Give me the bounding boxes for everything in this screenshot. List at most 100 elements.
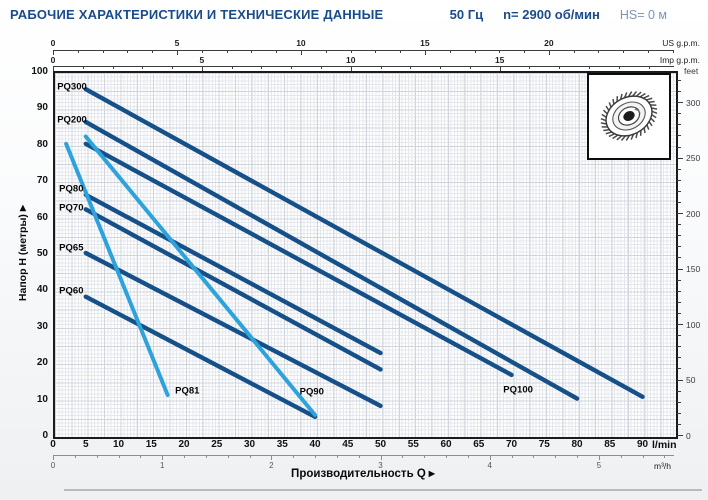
head-m-tick-label: 50 bbox=[36, 248, 48, 259]
feet-minor-tick bbox=[677, 346, 681, 348]
us-gpm-minor-tick bbox=[400, 50, 402, 53]
us-gpm-tick bbox=[424, 50, 426, 55]
lmin-tick-label: 20 bbox=[178, 439, 190, 450]
curve-label-PQ60: PQ60 bbox=[59, 285, 84, 297]
lmin-tick-label: 80 bbox=[571, 439, 583, 450]
feet-minor-tick bbox=[677, 91, 681, 93]
lmin-tick-label: 10 bbox=[112, 439, 125, 450]
m3h-tick bbox=[598, 455, 600, 460]
head-m-tick-label: 40 bbox=[36, 284, 48, 296]
lmin-tick-label: 0 bbox=[50, 439, 56, 450]
imp-gpm-minor-tick bbox=[559, 66, 561, 69]
lmin-tick-label: 60 bbox=[440, 439, 452, 450]
us-gpm-tick-label: 10 bbox=[296, 38, 306, 48]
feet-minor-tick bbox=[677, 146, 681, 148]
feet-minor-tick bbox=[677, 401, 681, 403]
feet-tick bbox=[677, 268, 683, 270]
feet-tick bbox=[677, 324, 683, 326]
impeller-illustration bbox=[587, 73, 671, 160]
feet-tick bbox=[677, 102, 683, 104]
head-m-tick-label: 70 bbox=[36, 175, 48, 187]
imp-gpm-minor-tick bbox=[618, 66, 620, 69]
m3h-tick-label: 0 bbox=[50, 461, 56, 470]
footer-divider bbox=[64, 489, 702, 491]
imp-gpm-tick bbox=[350, 66, 352, 71]
feet-minor-tick bbox=[677, 368, 681, 370]
us-gpm-minor-tick bbox=[672, 50, 674, 53]
us-gpm-tick-label: 20 bbox=[544, 38, 554, 48]
imp-gpm-minor-tick bbox=[321, 66, 322, 69]
imp-gpm-minor-tick bbox=[142, 66, 144, 69]
us-gpm-minor-tick bbox=[474, 50, 476, 53]
lmin-tick-label: 65 bbox=[473, 439, 485, 450]
m3h-minor-tick bbox=[315, 455, 317, 458]
m3h-minor-tick bbox=[446, 455, 448, 458]
feet-tick bbox=[677, 213, 683, 215]
us-gpm-tick bbox=[300, 50, 302, 55]
feet-minor-tick bbox=[677, 179, 681, 181]
curve-label-PQ90: PQ90 bbox=[299, 386, 324, 398]
feet-minor-tick bbox=[677, 335, 681, 337]
m3h-tick-label: 4 bbox=[487, 461, 492, 470]
feet-minor-tick bbox=[677, 246, 681, 248]
curve-label-PQ81: PQ81 bbox=[175, 385, 200, 397]
m3h-minor-tick bbox=[293, 455, 295, 458]
curve-PQ80 bbox=[83, 192, 383, 356]
m3h-tick-label: 3 bbox=[378, 461, 383, 470]
m3h-minor-tick bbox=[140, 455, 142, 458]
us-gpm-tick bbox=[548, 50, 550, 55]
m3h-minor-tick bbox=[205, 455, 207, 458]
imp-gpm-tick-label: 0 bbox=[50, 55, 56, 65]
imp-gpm-tick bbox=[53, 66, 54, 71]
feet-minor-tick bbox=[677, 168, 681, 170]
curve-PQ100 bbox=[83, 141, 514, 378]
curve-label-PQ80: PQ80 bbox=[59, 183, 84, 195]
us-gpm-minor-tick bbox=[648, 50, 650, 53]
head-m-tick-label: 60 bbox=[36, 211, 48, 223]
us-gpm-minor-tick bbox=[77, 50, 79, 53]
arrow-right-icon: ▶ bbox=[428, 469, 435, 478]
feet-unit-label: feet bbox=[684, 66, 699, 76]
lmin-tick-label: 45 bbox=[342, 439, 354, 450]
pump-curves-canvas bbox=[64, 87, 645, 419]
feet-minor-tick bbox=[677, 412, 681, 414]
lmin-tick-label: 5 bbox=[82, 439, 89, 450]
imp-gpm-axis-line bbox=[53, 66, 674, 67]
m3h-tick bbox=[380, 455, 382, 460]
feet-minor-tick bbox=[677, 279, 681, 281]
m3h-minor-tick bbox=[642, 455, 644, 458]
feet-tick bbox=[677, 379, 683, 381]
m3h-minor-tick bbox=[118, 455, 120, 458]
us-gpm-minor-tick bbox=[102, 50, 104, 53]
m3h-minor-tick bbox=[555, 455, 557, 458]
feet-minor-tick bbox=[677, 423, 681, 425]
us-gpm-minor-tick bbox=[499, 50, 501, 53]
us-gpm-minor-tick bbox=[276, 50, 278, 53]
curve-PQ200 bbox=[83, 119, 580, 401]
frequency-value: 50 Гц bbox=[449, 7, 484, 22]
us-gpm-minor-tick bbox=[623, 50, 625, 53]
imp-gpm-minor-tick bbox=[648, 66, 650, 69]
lmin-tick-label: 50 bbox=[374, 439, 387, 450]
us-gpm-tick bbox=[53, 50, 54, 55]
head-m-tick-label: 90 bbox=[36, 102, 48, 114]
feet-minor-tick bbox=[677, 390, 681, 392]
curve-PQ60 bbox=[83, 294, 318, 419]
head-m-tick-label: 80 bbox=[36, 138, 48, 150]
m3h-tick-label: 2 bbox=[269, 461, 274, 470]
us-gpm-tick-label: 15 bbox=[420, 38, 430, 48]
imp-gpm-minor-tick bbox=[82, 66, 84, 69]
us-gpm-minor-tick bbox=[573, 50, 575, 53]
us-gpm-minor-tick bbox=[375, 50, 377, 53]
feet-tick bbox=[677, 157, 683, 159]
m3h-minor-tick bbox=[336, 455, 338, 458]
m3h-tick bbox=[162, 455, 164, 460]
x-axis-title: Производительность Q ▶ bbox=[291, 468, 435, 480]
us-gpm-minor-tick bbox=[598, 50, 600, 53]
head-m-tick-label: 20 bbox=[36, 357, 48, 369]
imp-gpm-minor-tick bbox=[410, 66, 412, 69]
lmin-tick-label: 55 bbox=[407, 439, 419, 450]
feet-minor-tick bbox=[677, 312, 681, 314]
lmin-tick-label: 75 bbox=[538, 439, 550, 450]
